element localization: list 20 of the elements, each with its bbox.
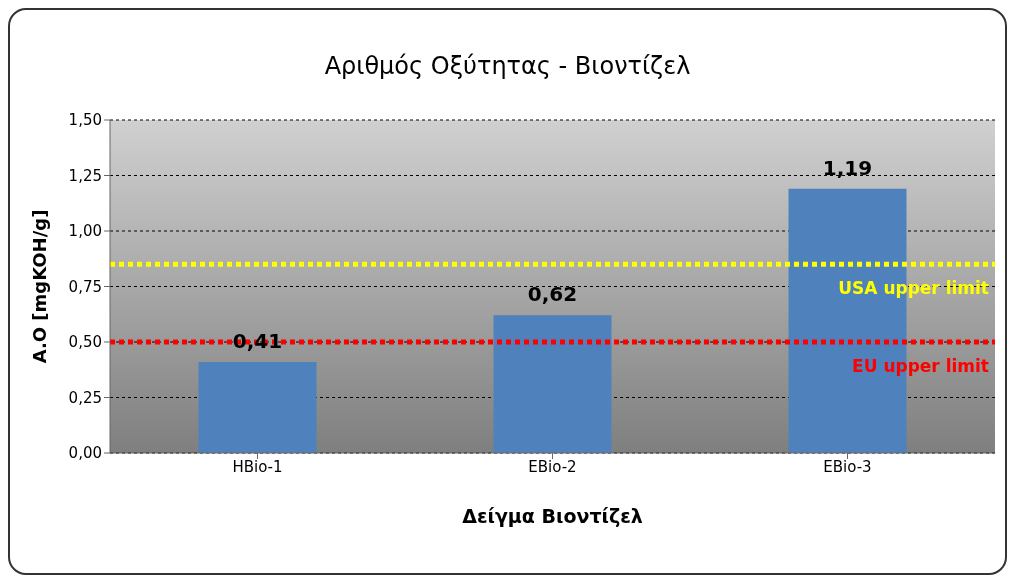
y-tick-label: 1,25 — [68, 166, 102, 185]
x-tick-label: HBio-1 — [232, 457, 283, 476]
data-label: 1,19 — [822, 155, 873, 180]
chart-title: Αριθμός Οξύτητας - Βιοντίζελ — [323, 52, 692, 80]
y-tick-label: 0,00 — [68, 444, 102, 463]
y-tick-label: 1,50 — [68, 111, 102, 130]
ref-line-label: USA upper limit — [838, 278, 989, 299]
data-label: 0,41 — [232, 328, 283, 353]
x-axis-title: Δείγμα Βιοντίζελ — [462, 505, 643, 527]
y-tick-label: 0,50 — [68, 333, 102, 352]
data-label: 0,62 — [527, 282, 578, 307]
x-tick-label: EBio-3 — [823, 457, 872, 476]
bar — [198, 361, 317, 453]
y-tick-label: 0,75 — [68, 277, 102, 296]
y-tick-label: 1,00 — [68, 222, 102, 241]
x-tick-label: EBio-2 — [528, 457, 577, 476]
ref-line-label: EU upper limit — [852, 356, 989, 376]
y-axis-title: A.O [mgKOH/g] — [29, 209, 51, 364]
bar — [493, 315, 612, 453]
y-tick-label: 0,25 — [68, 388, 102, 407]
